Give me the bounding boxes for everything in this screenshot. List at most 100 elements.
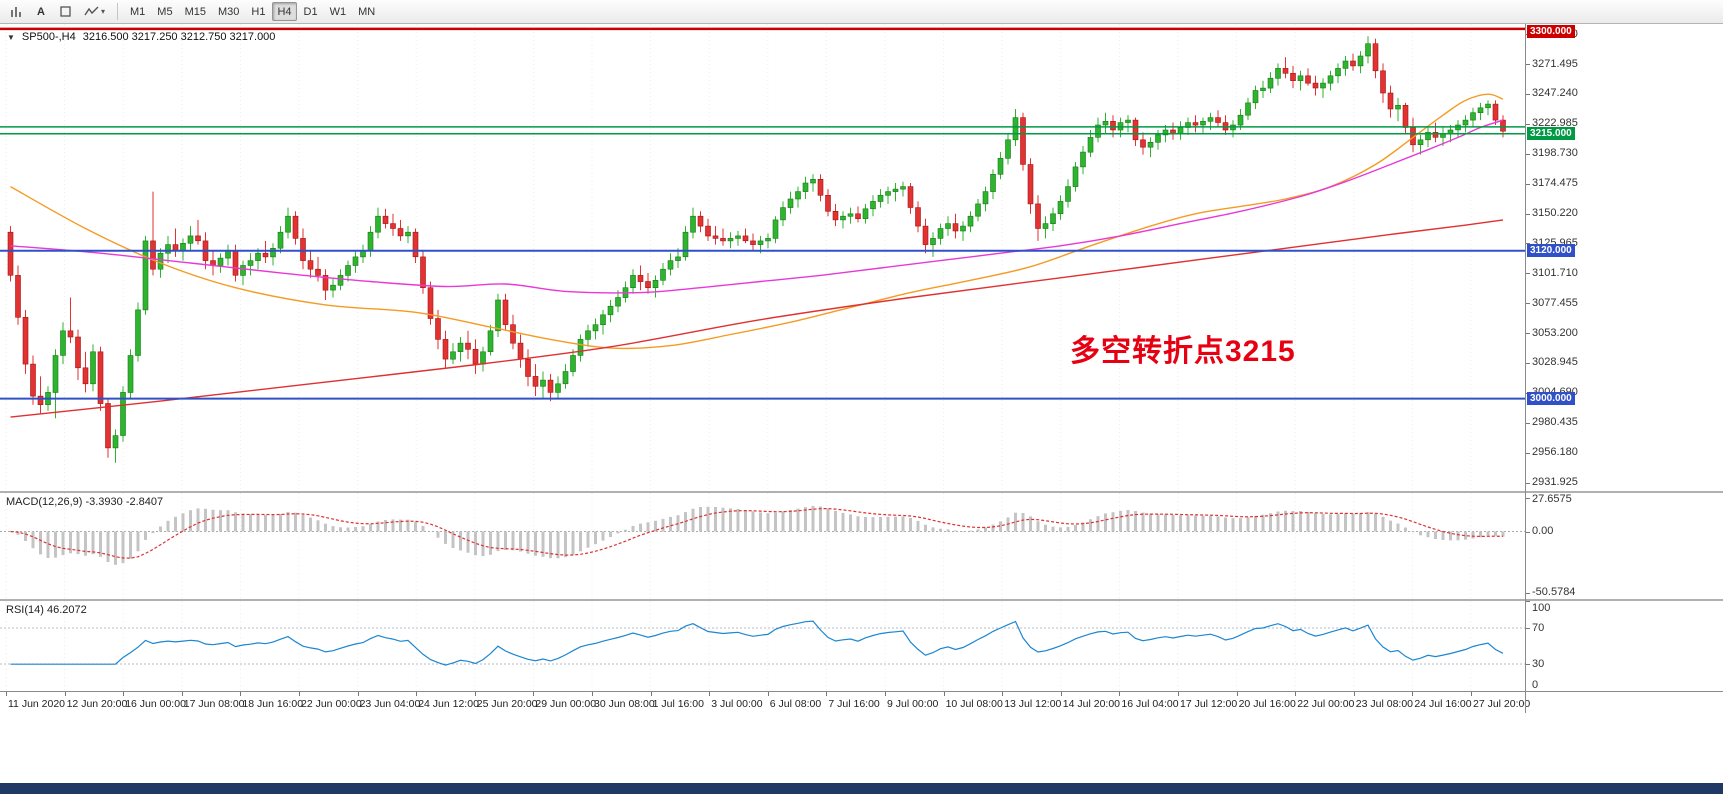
time-tick-label: 16 Jun 00:00 bbox=[125, 698, 186, 710]
time-tick-label: 13 Jul 12:00 bbox=[1004, 698, 1062, 710]
toolbar: A ▾ M1 M5 M15 M30 H1 H4 D1 W1 MN bbox=[0, 0, 1723, 24]
time-tick-label: 29 Jun 00:00 bbox=[535, 698, 597, 710]
time-tick-label: 16 Jul 04:00 bbox=[1121, 698, 1179, 710]
time-tick-label: 10 Jul 08:00 bbox=[945, 698, 1003, 710]
price-badge: 3215.000 bbox=[1527, 126, 1575, 140]
time-tick bbox=[885, 692, 886, 696]
dropdown-caret-icon: ▾ bbox=[101, 7, 106, 16]
panel-splitter[interactable] bbox=[0, 491, 1723, 493]
panel-splitter[interactable] bbox=[0, 599, 1723, 601]
scale-tick bbox=[1526, 601, 1530, 602]
timeframe-m1-button[interactable]: M1 bbox=[130, 5, 146, 18]
zigzag-tool-icon[interactable]: ▾ bbox=[79, 2, 110, 21]
candlestick-chart[interactable] bbox=[0, 24, 1525, 491]
price-tick-label: 3077.455 bbox=[1532, 296, 1578, 309]
time-tick bbox=[1353, 692, 1355, 696]
time-tick bbox=[650, 692, 652, 696]
time-tick bbox=[1295, 692, 1297, 696]
macd-panel: MACD(12,26,9) -3.3930 -2.8407 27.6575 0.0… bbox=[0, 493, 1723, 599]
timeframe-d1-button[interactable]: D1 bbox=[303, 5, 318, 18]
macd-tick-label: 27.6575 bbox=[1532, 493, 1572, 505]
time-tick bbox=[474, 692, 476, 696]
scale-tick bbox=[1526, 452, 1530, 454]
ma-slow-red bbox=[10, 219, 1504, 418]
macd-chart[interactable] bbox=[0, 493, 1525, 599]
rsi-chart[interactable] bbox=[0, 601, 1525, 691]
macd-tick-label: 0.00 bbox=[1532, 525, 1554, 537]
time-tick-label: 6 Jul 08:00 bbox=[769, 698, 822, 710]
chart-header: ▼ SP500-,H4 3216.500 3217.250 3212.750 3… bbox=[7, 31, 275, 43]
scale-tick bbox=[1526, 303, 1530, 305]
price-tick-label: 3198.730 bbox=[1532, 147, 1578, 160]
time-tick bbox=[1236, 692, 1238, 696]
time-tick-label: 24 Jul 16:00 bbox=[1414, 698, 1472, 710]
time-tick bbox=[592, 692, 593, 696]
chart-annotation-text: 多空转折点3215 bbox=[1070, 335, 1296, 368]
macd-tick-label: -50.5784 bbox=[1532, 586, 1576, 598]
timeframe-h4-button[interactable]: H4 bbox=[272, 2, 297, 21]
time-tick bbox=[181, 692, 183, 696]
bottom-bar bbox=[0, 783, 1723, 794]
chart-bars-icon[interactable] bbox=[4, 2, 28, 21]
time-tick bbox=[6, 692, 7, 696]
timeframe-m5-button[interactable]: M5 bbox=[157, 5, 173, 18]
macd-scale[interactable]: 27.6575 0.00 -50.5784 bbox=[1526, 493, 1722, 599]
time-tick bbox=[943, 692, 945, 696]
scale-tick bbox=[1526, 628, 1530, 629]
time-tick bbox=[767, 692, 769, 696]
expand-arrow-icon[interactable]: ▼ bbox=[7, 32, 15, 42]
time-tick bbox=[357, 692, 359, 696]
price-badge: 3300.000 bbox=[1527, 25, 1575, 38]
time-tick-label: 20 Jul 16:00 bbox=[1238, 698, 1296, 710]
price-tick-label: 3101.710 bbox=[1532, 266, 1578, 279]
time-tick bbox=[1119, 692, 1121, 696]
rsi-panel: RSI(14) 46.2072 100 70 30 0 bbox=[0, 601, 1723, 692]
time-tick-label: 14 Jul 20:00 bbox=[1062, 698, 1121, 710]
price-tick-label: 3028.945 bbox=[1532, 356, 1578, 369]
rsi-line bbox=[10, 620, 1504, 666]
text-tool-icon[interactable]: A bbox=[30, 2, 52, 21]
timeframe-m30-button[interactable]: M30 bbox=[217, 5, 240, 18]
time-tick bbox=[533, 692, 535, 696]
time-tick-label: 22 Jul 00:00 bbox=[1297, 698, 1355, 710]
rsi-tick-label: 30 bbox=[1532, 657, 1545, 670]
scale-tick bbox=[1526, 123, 1530, 125]
timeframe-h1-button[interactable]: H1 bbox=[251, 5, 266, 18]
time-tick bbox=[1471, 692, 1472, 696]
scale-tick bbox=[1526, 183, 1530, 185]
scale-tick bbox=[1526, 362, 1530, 364]
time-tick-label: 23 Jun 04:00 bbox=[359, 698, 421, 710]
rsi-header: RSI(14) 46.2072 bbox=[6, 604, 87, 616]
time-tick-label: 9 Jul 00:00 bbox=[887, 698, 939, 710]
rsi-tick-label: 70 bbox=[1532, 621, 1545, 634]
candles-layer bbox=[7, 36, 1506, 463]
time-tick-label: 30 Jun 08:00 bbox=[594, 698, 655, 710]
scale-tick bbox=[1526, 664, 1530, 665]
time-tick-label: 17 Jul 12:00 bbox=[1180, 698, 1238, 710]
scale-tick bbox=[1526, 482, 1530, 484]
time-tick bbox=[709, 692, 711, 696]
time-tick-label: 24 Jun 12:00 bbox=[418, 698, 479, 710]
time-tick-label: 3 Jul 00:00 bbox=[711, 698, 763, 710]
price-badge: 3120.000 bbox=[1527, 243, 1575, 257]
macd-histogram bbox=[16, 505, 1505, 565]
scale-tick bbox=[1526, 531, 1530, 533]
symbol-label: SP500-,H4 bbox=[21, 31, 76, 43]
time-tick bbox=[416, 692, 418, 696]
price-scale[interactable]: 3295.7503271.4953247.2403222.9853198.730… bbox=[1526, 24, 1722, 491]
time-tick-label: 27 Jul 20:00 bbox=[1473, 698, 1531, 710]
rsi-tick-label: 0 bbox=[1532, 679, 1539, 691]
shapes-tool-icon[interactable] bbox=[54, 2, 77, 21]
rsi-scale[interactable]: 100 70 30 0 bbox=[1526, 601, 1722, 692]
timeframe-w1-button[interactable]: W1 bbox=[329, 5, 347, 18]
price-tick-label: 2956.180 bbox=[1532, 446, 1578, 459]
timeframe-m15-button[interactable]: M15 bbox=[184, 5, 206, 18]
price-badge: 3000.000 bbox=[1527, 391, 1575, 405]
scale-tick bbox=[1526, 498, 1530, 500]
price-tick-label: 2931.925 bbox=[1532, 476, 1578, 488]
price-chart-panel: ▼ SP500-,H4 3216.500 3217.250 3212.750 3… bbox=[0, 24, 1723, 491]
timeframe-mn-button[interactable]: MN bbox=[358, 5, 376, 18]
toolbar-separator bbox=[117, 3, 119, 20]
time-axis[interactable]: 11 Jun 2020 12 Jun 20:00 16 Jun 00:00 17 Ju… bbox=[0, 691, 1723, 713]
price-tick-label: 3053.200 bbox=[1532, 326, 1578, 339]
